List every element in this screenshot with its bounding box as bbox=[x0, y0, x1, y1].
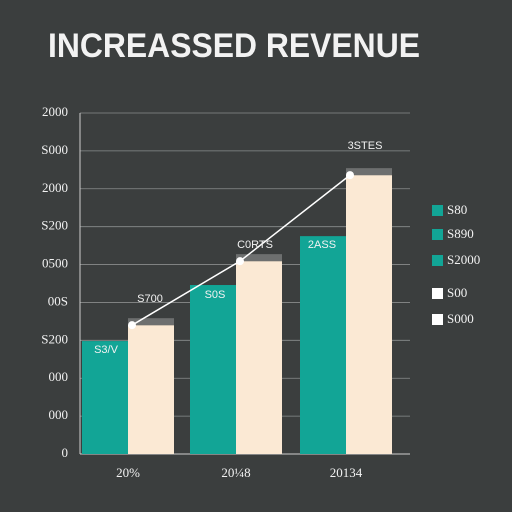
y-tick-label: 0 bbox=[62, 445, 69, 460]
y-tick-label: 2000 bbox=[42, 180, 68, 195]
bar bbox=[128, 325, 174, 454]
bar-cap bbox=[346, 168, 392, 176]
y-tick-label: 0500 bbox=[42, 256, 68, 271]
legend-swatch bbox=[432, 229, 443, 240]
x-tick-label: 20134 bbox=[330, 465, 363, 480]
legend-label: S000 bbox=[447, 311, 474, 326]
y-tick-label: 000 bbox=[49, 407, 69, 422]
chart-title: INCREASSED REVENUE bbox=[48, 27, 420, 65]
bar bbox=[190, 285, 236, 454]
annotation: S0S bbox=[205, 289, 226, 301]
y-tick-label: 00S bbox=[48, 293, 68, 308]
bar bbox=[346, 175, 392, 455]
annotation: 2ASS bbox=[308, 239, 336, 251]
legend-swatch bbox=[432, 205, 443, 216]
trend-point bbox=[346, 171, 354, 180]
annotation: S700 bbox=[137, 293, 163, 305]
annotation: 3STES bbox=[348, 140, 383, 152]
bar-cap bbox=[236, 254, 282, 262]
bar bbox=[236, 261, 282, 454]
trend-point bbox=[128, 321, 136, 330]
x-tick-label: 20¼8 bbox=[221, 465, 250, 480]
legend-label: S00 bbox=[447, 285, 467, 300]
bar bbox=[300, 236, 346, 454]
y-tick-label: S200 bbox=[41, 218, 68, 233]
x-tick-label: 20% bbox=[116, 465, 140, 480]
annotation: S3/V bbox=[94, 344, 119, 356]
annotation: C0RTS bbox=[237, 239, 273, 251]
trend-point bbox=[236, 257, 244, 266]
y-tick-label: 2000 bbox=[42, 104, 68, 119]
legend-swatch bbox=[432, 255, 443, 266]
legend-swatch bbox=[432, 314, 443, 325]
y-tick-label: S000 bbox=[41, 142, 68, 157]
bar bbox=[82, 341, 128, 454]
legend-swatch bbox=[432, 288, 443, 299]
legend-label: S2000 bbox=[447, 252, 480, 267]
legend-label: S80 bbox=[447, 202, 467, 217]
y-tick-label: 000 bbox=[49, 369, 69, 384]
bar-cap bbox=[128, 318, 174, 326]
legend-label: S890 bbox=[447, 226, 474, 241]
y-tick-label: S200 bbox=[41, 331, 68, 346]
